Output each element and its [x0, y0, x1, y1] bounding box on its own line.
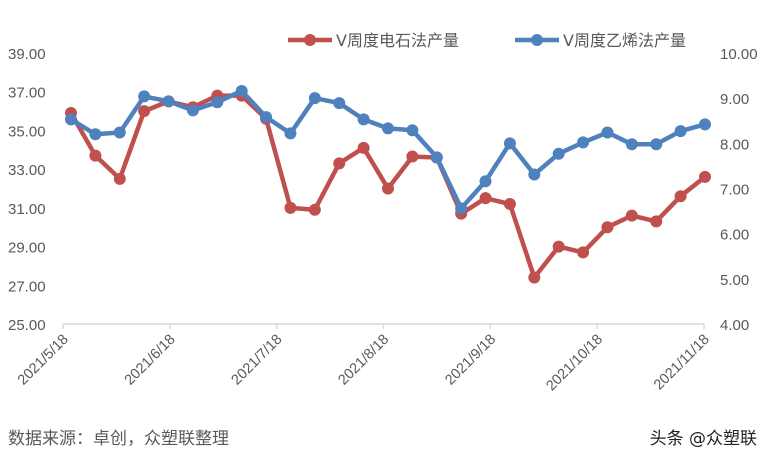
right-tick-label: 8.00 [720, 136, 749, 153]
left-tick-label: 39.00 [8, 46, 46, 63]
series-ethylene [65, 84, 711, 215]
series-layer [65, 84, 711, 284]
legend-item-carbide[interactable]: V周度电石法产量 [288, 31, 459, 50]
legend-item-ethylene[interactable]: V周度乙烯法产量 [515, 31, 686, 50]
right-tick-label: 7.00 [720, 182, 749, 199]
left-tick-label: 25.00 [8, 317, 46, 334]
data-point[interactable] [601, 126, 614, 139]
data-point[interactable] [357, 141, 370, 154]
data-point[interactable] [235, 84, 248, 97]
legend-label: V周度乙烯法产量 [563, 31, 686, 50]
right-tick-label: 5.00 [720, 272, 749, 289]
legend-label: V周度电石法产量 [336, 31, 459, 50]
data-point[interactable] [333, 97, 346, 110]
data-point[interactable] [552, 240, 565, 253]
right-y-axis: 4.00 5.00 6.00 7.00 8.00 9.00 10.00 [720, 46, 758, 334]
data-point[interactable] [601, 221, 614, 234]
data-point[interactable] [528, 168, 541, 181]
x-tick-label: 2021/7/18 [229, 332, 286, 389]
right-tick-label: 10.00 [720, 46, 758, 63]
data-point[interactable] [113, 126, 126, 139]
x-tick-label: 2021/5/18 [15, 332, 72, 389]
left-y-axis: 25.00 27.00 29.00 31.00 33.00 35.00 37.00 39.00 [8, 46, 46, 334]
data-point[interactable] [89, 149, 102, 162]
data-point[interactable] [357, 113, 370, 126]
data-point[interactable] [528, 271, 541, 284]
data-point[interactable] [284, 201, 297, 214]
data-point[interactable] [650, 138, 663, 151]
left-tick-label: 35.00 [8, 123, 46, 140]
legend-marker-icon [304, 34, 316, 46]
left-tick-label: 27.00 [8, 278, 46, 295]
x-tick-label: 2021/9/18 [442, 332, 499, 389]
data-point[interactable] [260, 111, 273, 124]
source-note: 数据来源：卓创，众塑联整理 [8, 429, 229, 449]
left-tick-label: 31.00 [8, 201, 46, 218]
data-point[interactable] [577, 136, 590, 149]
right-tick-label: 9.00 [720, 91, 749, 108]
data-point[interactable] [552, 147, 565, 160]
data-point[interactable] [699, 118, 711, 131]
right-tick-label: 4.00 [720, 317, 749, 334]
right-tick-label: 6.00 [720, 227, 749, 244]
left-tick-label: 37.00 [8, 85, 46, 102]
data-point[interactable] [308, 92, 321, 105]
legend-marker-icon [531, 34, 543, 46]
watermark: 头条 @众塑联 [649, 429, 757, 449]
x-tick-label: 2021/11/18 [651, 332, 713, 394]
series-carbide [65, 89, 711, 284]
data-point[interactable] [211, 96, 224, 109]
data-point[interactable] [138, 105, 151, 118]
data-point[interactable] [674, 125, 687, 138]
data-point[interactable] [699, 170, 711, 183]
data-point[interactable] [284, 127, 297, 140]
data-point[interactable] [186, 104, 199, 117]
data-point[interactable] [455, 202, 468, 215]
data-point[interactable] [308, 203, 321, 216]
x-tick-label: 2021/6/18 [122, 332, 179, 389]
data-point[interactable] [406, 124, 419, 137]
x-tick-label: 2021/10/18 [543, 332, 606, 395]
left-tick-label: 33.00 [8, 162, 46, 179]
data-point[interactable] [503, 197, 516, 210]
data-point[interactable] [479, 175, 492, 188]
data-point[interactable] [89, 128, 102, 141]
legend: V周度电石法产量 V周度乙烯法产量 [288, 31, 686, 50]
left-tick-label: 29.00 [8, 240, 46, 257]
data-point[interactable] [479, 192, 492, 205]
data-point[interactable] [382, 122, 394, 135]
data-point[interactable] [430, 151, 443, 164]
data-point[interactable] [333, 157, 346, 170]
data-point[interactable] [162, 95, 175, 108]
data-point[interactable] [113, 172, 126, 185]
data-point[interactable] [65, 113, 77, 126]
data-point[interactable] [625, 138, 638, 151]
x-axis: 2021/5/18 2021/6/18 2021/7/18 2021/8/18 2021… [15, 323, 713, 395]
data-point[interactable] [503, 137, 516, 150]
data-point[interactable] [674, 190, 687, 203]
data-point[interactable] [577, 246, 590, 259]
data-point[interactable] [382, 182, 394, 195]
data-point[interactable] [625, 209, 638, 222]
data-point[interactable] [406, 150, 419, 163]
data-point[interactable] [138, 90, 151, 103]
x-tick-label: 2021/8/18 [335, 332, 392, 389]
data-point[interactable] [650, 215, 663, 228]
